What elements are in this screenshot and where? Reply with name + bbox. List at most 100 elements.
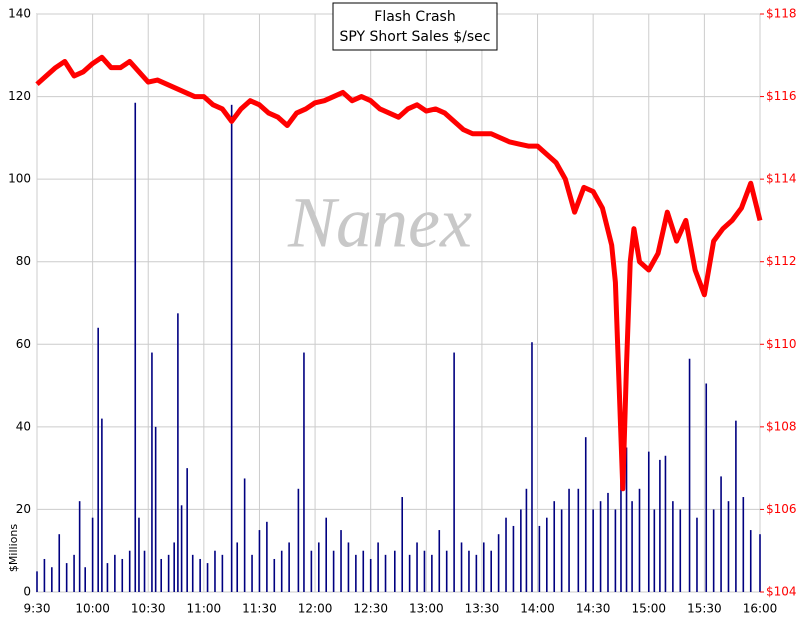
bar: [742, 497, 745, 592]
bar: [186, 468, 188, 592]
bar: [599, 501, 602, 592]
bar: [712, 509, 715, 592]
y-tick-label: 100: [8, 172, 31, 186]
bar: [180, 505, 183, 592]
bar: [679, 509, 682, 592]
bar: [497, 534, 500, 592]
bar: [91, 517, 94, 592]
bar: [546, 517, 548, 592]
x-tick-label: 12:30: [353, 602, 388, 616]
bar: [199, 558, 201, 592]
bar: [664, 455, 667, 592]
bar: [659, 459, 661, 592]
bar: [58, 534, 61, 592]
bar: [384, 554, 387, 592]
bar: [84, 567, 86, 592]
bar: [297, 488, 300, 592]
bar: [607, 492, 609, 592]
bar: [138, 517, 140, 592]
bar: [584, 437, 587, 592]
bar: [408, 554, 411, 592]
y2-tick-label: $118: [766, 7, 797, 21]
bar: [369, 558, 372, 592]
bar: [362, 550, 365, 592]
y-tick-label: 20: [16, 502, 31, 516]
bar: [230, 104, 233, 592]
bar: [431, 554, 433, 592]
bar: [538, 525, 541, 592]
bar: [73, 554, 75, 592]
bar: [97, 327, 99, 592]
bar: [251, 554, 253, 592]
bar: [280, 550, 283, 592]
x-tick-label: 13:00: [409, 602, 444, 616]
x-tick-label: 15:00: [631, 602, 666, 616]
bar: [475, 554, 478, 592]
y-axis-label: $Millions: [7, 524, 20, 572]
y-tick-label: 140: [8, 7, 31, 21]
y-tick-label: 120: [8, 89, 31, 103]
bar: [121, 558, 124, 592]
y-tick-label: 80: [16, 254, 31, 268]
x-tick-label: 12:00: [298, 602, 333, 616]
bar: [43, 558, 46, 592]
bar: [340, 530, 342, 592]
bar: [310, 550, 313, 592]
bar: [482, 542, 485, 592]
bar: [236, 542, 239, 592]
plot-area: [36, 13, 761, 593]
bar: [705, 383, 708, 592]
bar: [51, 567, 53, 592]
bar: [647, 451, 650, 592]
bar: [592, 509, 594, 592]
bar: [377, 542, 379, 592]
x-tick-label: 11:00: [187, 602, 222, 616]
bar: [206, 563, 209, 592]
chart-subtitle: SPY Short Sales $/sec: [340, 29, 491, 45]
bar: [36, 571, 38, 592]
bar: [151, 352, 153, 592]
y2-tick-label: $110: [766, 337, 797, 351]
y2-tick-label: $108: [766, 419, 797, 433]
bar: [266, 521, 268, 592]
marks: [35, 54, 763, 592]
bar: [258, 530, 261, 592]
bar: [325, 517, 327, 592]
y2-tick-label: $112: [766, 254, 797, 268]
bar: [101, 418, 103, 592]
bar: [614, 509, 617, 592]
bar: [696, 517, 698, 592]
y2-tick-label: $114: [766, 172, 797, 186]
bar: [453, 352, 455, 592]
bar: [143, 550, 146, 592]
y2-tick-label: $106: [766, 502, 797, 516]
bar: [553, 501, 556, 592]
bar: [749, 530, 752, 592]
bar: [347, 542, 350, 592]
bar: [423, 550, 426, 592]
bar: [303, 352, 305, 592]
y-tick-label: 0: [23, 585, 31, 599]
bar: [221, 554, 224, 592]
x-tick-label: 16:00: [743, 602, 778, 616]
price-line: [35, 54, 763, 492]
bar: [735, 420, 737, 592]
title-box: [332, 2, 498, 51]
bar: [568, 488, 570, 592]
bar: [332, 550, 335, 592]
bar: [78, 501, 81, 592]
bar: [288, 542, 290, 592]
x-tick-label: 11:30: [242, 602, 277, 616]
bar: [531, 342, 533, 592]
x-tick-label: 15:30: [687, 602, 722, 616]
x-tick-label: 9:30: [24, 602, 51, 616]
y2-tick-label: $104: [766, 585, 797, 599]
bar: [393, 550, 396, 592]
bar: [438, 530, 441, 592]
bar: [468, 550, 470, 592]
bar: [243, 478, 246, 592]
grid: [36, 13, 761, 593]
bar: [160, 558, 163, 592]
bar: [625, 447, 628, 592]
bar: [520, 509, 522, 592]
